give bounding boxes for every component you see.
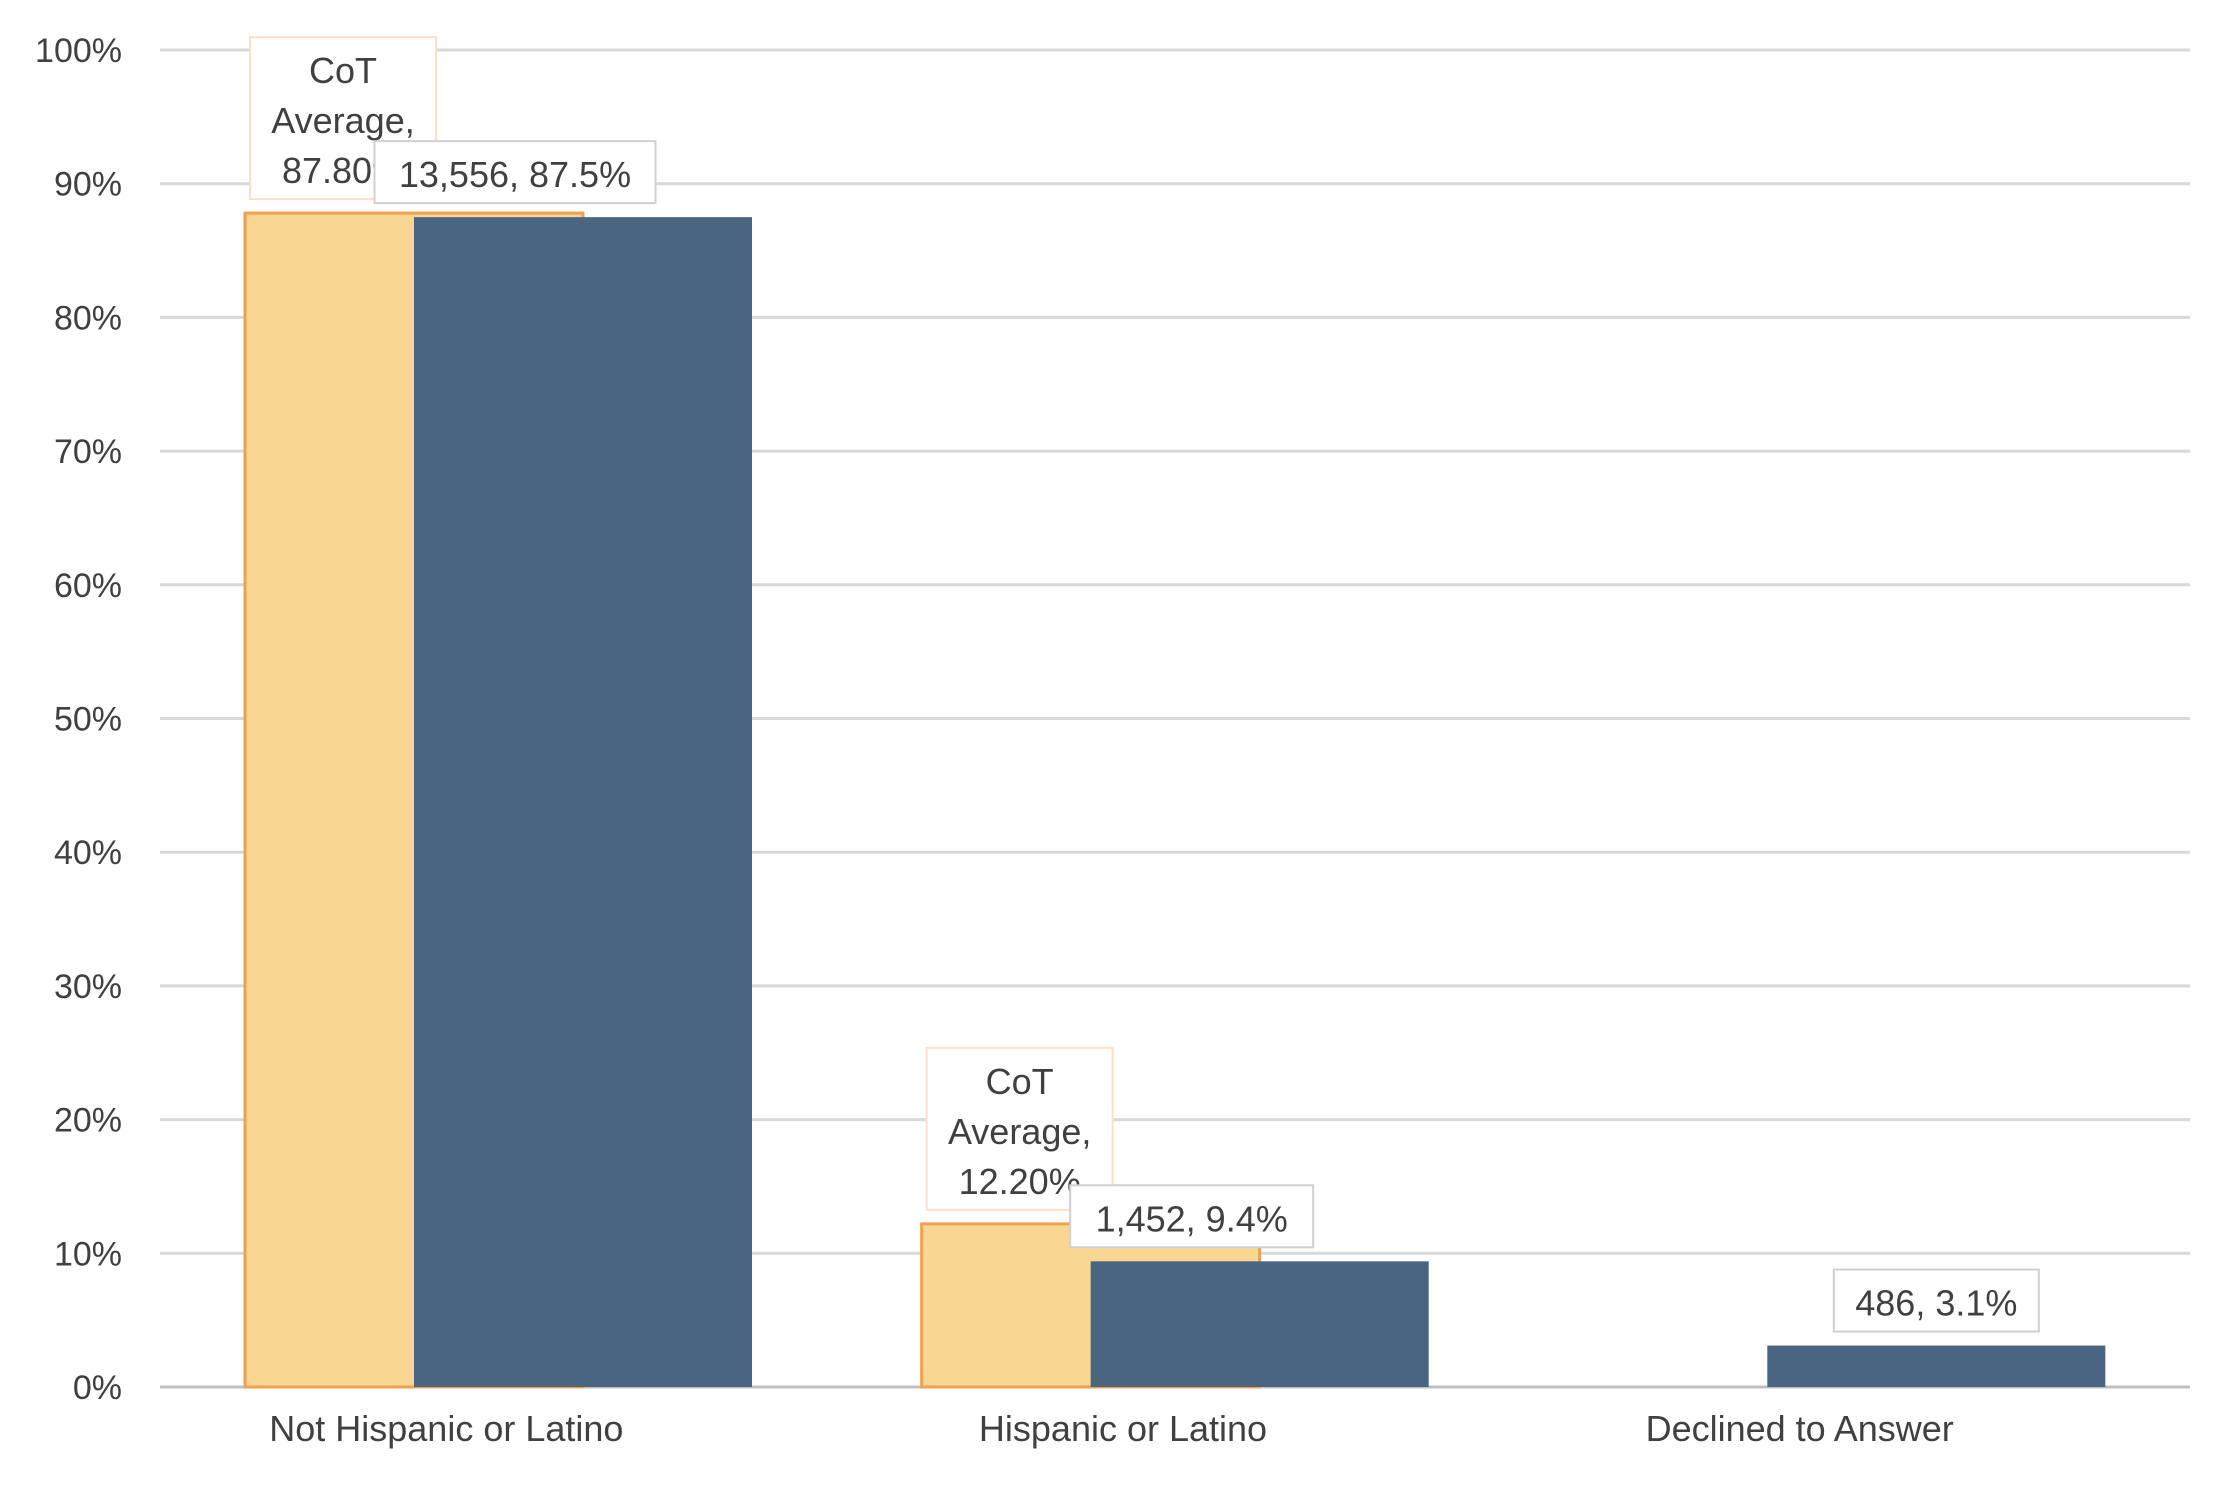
data-label-count: 13,556, 87.5% xyxy=(373,140,657,205)
x-category-label: Hispanic or Latino xyxy=(979,1408,1267,1449)
data-label-count: 486, 3.1% xyxy=(1832,1268,2040,1333)
y-tick-label: 40% xyxy=(54,834,122,872)
data-label-count-text: 13,556, 87.5% xyxy=(399,154,631,195)
x-category-label: Declined to Answer xyxy=(1646,1408,1954,1449)
data-label-count-box xyxy=(373,140,657,205)
y-tick-label: 60% xyxy=(54,567,122,605)
y-tick-label: 90% xyxy=(54,166,122,204)
data-label-count: 1,452, 9.4% xyxy=(1069,1184,1315,1249)
y-tick-label: 100% xyxy=(35,32,122,70)
data-label-count-box xyxy=(1832,1268,2040,1333)
y-tick-label: 0% xyxy=(73,1369,122,1407)
data-label-cot-average-text: 12.20% xyxy=(959,1161,1081,1202)
data-label-count-text: 486, 3.1% xyxy=(1855,1283,2017,1324)
y-tick-label: 20% xyxy=(54,1102,122,1140)
bar-count xyxy=(414,217,752,1387)
y-tick-label: 30% xyxy=(54,968,122,1006)
data-label-cot-average-text: CoT xyxy=(309,50,377,91)
data-label-cot-average-box xyxy=(925,1046,1114,1211)
x-category-label: Not Hispanic or Latino xyxy=(269,1408,623,1449)
data-label-count-box xyxy=(1069,1184,1315,1249)
data-label-count-text: 1,452, 9.4% xyxy=(1096,1198,1288,1239)
y-tick-label: 80% xyxy=(54,299,122,337)
bar-count xyxy=(1090,1261,1429,1387)
data-label-cot-average: CoT Average, 12.20% xyxy=(925,1046,1114,1211)
bar-count xyxy=(1767,1345,2106,1387)
y-tick-label: 50% xyxy=(54,701,122,739)
data-label-cot-average-text: CoT xyxy=(986,1061,1054,1102)
data-label-cot-average-text: Average, xyxy=(271,100,414,141)
data-label-cot-average-text: Average, xyxy=(948,1111,1091,1152)
y-tick-label: 10% xyxy=(54,1235,122,1273)
y-tick-label: 70% xyxy=(54,433,122,471)
